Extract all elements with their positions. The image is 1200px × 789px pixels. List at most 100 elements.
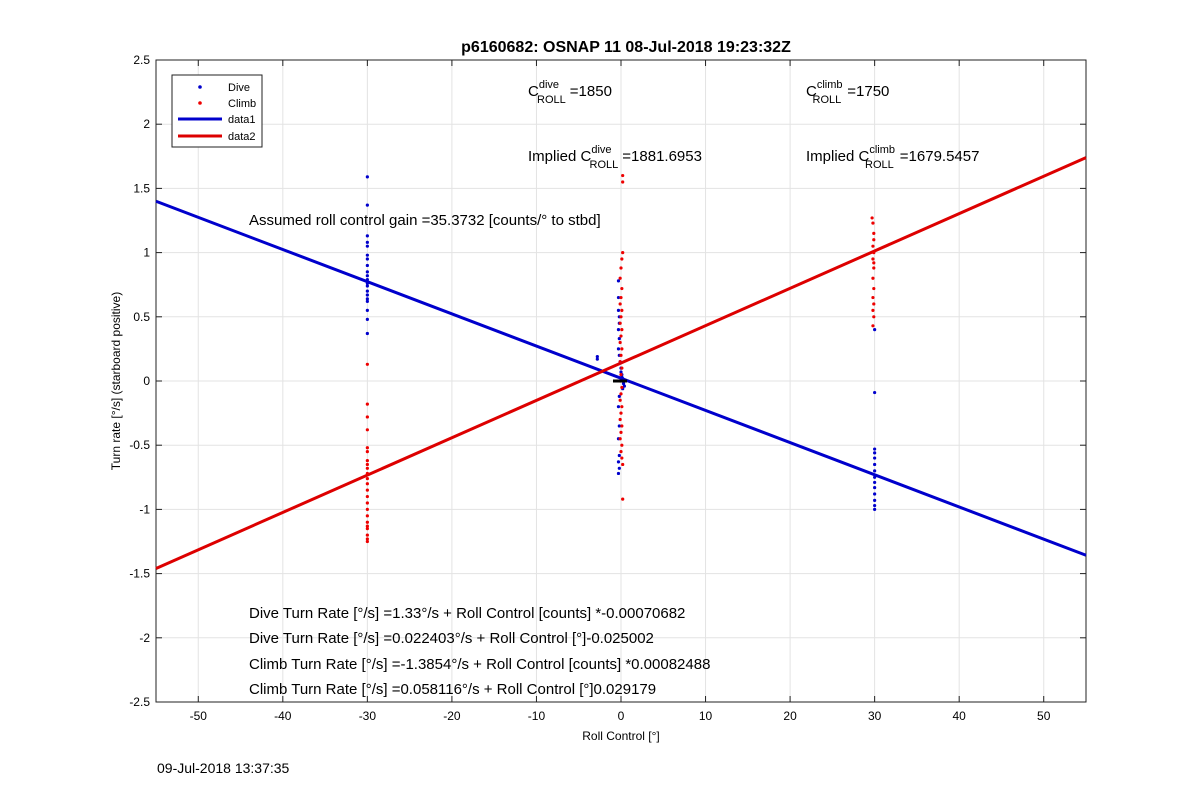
climb-point <box>365 494 369 499</box>
y-tick-label: -2.5 <box>129 695 150 709</box>
dive-point <box>620 375 624 379</box>
dive-point <box>365 281 369 286</box>
climb-point <box>620 366 624 370</box>
dive-point <box>622 384 626 388</box>
legend-label-data1: data1 <box>228 114 256 126</box>
dive-point <box>365 253 369 257</box>
climb-point <box>365 476 369 481</box>
climb-point <box>872 238 876 242</box>
climb-point <box>870 216 874 220</box>
x-tick-label: 40 <box>953 709 967 723</box>
dive-point <box>365 308 369 312</box>
legend-marker-climb <box>198 101 202 105</box>
legend: Dive Climb data1 data2 <box>171 74 263 148</box>
legend-label-dive: Dive <box>228 82 250 94</box>
climb-point <box>620 424 624 428</box>
x-tick-label: 50 <box>1037 709 1051 723</box>
climb-point <box>365 501 369 505</box>
climb-point <box>872 251 876 255</box>
dive-point <box>365 270 369 274</box>
dive-point <box>621 381 626 386</box>
climb-point <box>620 385 624 390</box>
equation-dive-degrees: Dive Turn Rate [°/s] =0.022403°/s + Roll… <box>249 630 654 647</box>
dive-point <box>873 485 877 490</box>
climb-point <box>365 446 369 450</box>
climb-point <box>871 221 875 225</box>
climb-point <box>618 398 622 402</box>
dive-point <box>617 453 621 458</box>
climb-point <box>618 340 622 345</box>
x-tick-label: -10 <box>528 709 546 723</box>
dive-point <box>616 279 621 283</box>
dive-point <box>616 328 621 332</box>
dive-point <box>595 355 599 359</box>
x-tick-label: 10 <box>699 709 713 723</box>
climb-point <box>618 276 622 280</box>
climb-point <box>620 257 624 261</box>
dive-point <box>365 317 369 321</box>
climb-point <box>365 507 369 511</box>
dive-point <box>873 492 877 496</box>
climb-point <box>619 450 623 454</box>
climb-point <box>618 437 622 441</box>
climb-point <box>621 462 625 467</box>
dive-point <box>873 498 877 503</box>
dive-point <box>365 203 369 207</box>
climb-point <box>365 466 369 470</box>
climb-point <box>620 308 624 312</box>
climb-point <box>365 462 369 467</box>
dive-point <box>873 447 877 451</box>
climb-point <box>365 402 369 406</box>
x-tick-label: 20 <box>783 709 797 723</box>
c-roll-climb: Cclimb ROLL =1750 <box>806 79 889 106</box>
y-axis-label: Turn rate [°/s] (starboard positive) <box>109 292 123 470</box>
climb-point <box>365 514 369 518</box>
dive-point <box>873 507 877 511</box>
dive-point <box>365 234 369 238</box>
dive-point <box>873 503 877 508</box>
climb-point <box>619 315 623 319</box>
dive-point <box>873 462 877 467</box>
climb-point <box>872 302 876 306</box>
climb-point <box>872 286 876 291</box>
x-tick-label: -30 <box>359 709 377 723</box>
climb-point <box>872 266 876 270</box>
climb-point <box>621 497 625 501</box>
dive-point <box>365 240 369 244</box>
dive-point <box>365 244 369 248</box>
dive-point <box>873 328 877 332</box>
climb-point <box>872 261 876 265</box>
dive-point <box>873 480 877 485</box>
dive-point <box>616 347 621 351</box>
climb-point <box>618 417 622 422</box>
y-tick-label: 2 <box>143 117 150 131</box>
climb-point <box>619 392 623 396</box>
c-roll-dive: Cdive ROLL =1850 <box>528 79 612 106</box>
dive-point <box>616 295 621 300</box>
climb-point <box>621 173 625 178</box>
equation-climb-degrees: Climb Turn Rate [°/s] =0.058116°/s + Rol… <box>249 681 656 698</box>
dive-point <box>617 394 621 399</box>
dive-point <box>873 469 877 473</box>
climb-point <box>619 430 623 434</box>
legend-label-climb: Climb <box>228 98 256 110</box>
dive-point <box>365 175 369 179</box>
dive-point <box>873 456 877 460</box>
dive-point <box>873 475 877 479</box>
climb-point <box>365 428 369 432</box>
climb-point <box>619 266 623 270</box>
x-tick-label: -50 <box>190 709 208 723</box>
climb-point <box>871 244 875 248</box>
climb-point <box>365 537 369 541</box>
dive-point <box>873 390 877 395</box>
climb-point <box>872 315 876 319</box>
climb-point <box>619 334 623 338</box>
climb-point <box>365 527 369 531</box>
climb-point <box>619 411 623 415</box>
legend-label-data2: data2 <box>228 131 256 143</box>
dive-point <box>365 293 369 297</box>
x-axis-label: Roll Control [°] <box>582 729 660 743</box>
climb-point <box>871 308 875 312</box>
dive-point <box>595 357 599 361</box>
y-tick-label: -1.5 <box>129 567 150 581</box>
